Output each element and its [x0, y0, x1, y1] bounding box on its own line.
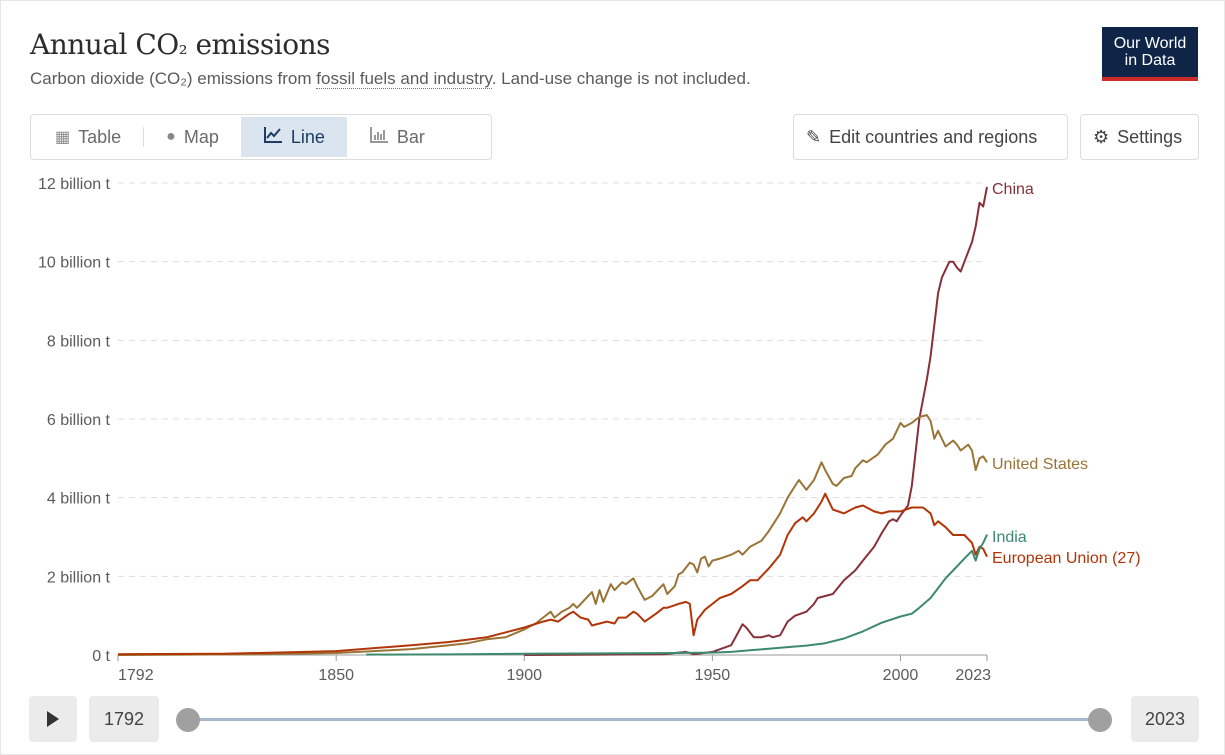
y-tick-label: 12 billion t: [38, 176, 111, 193]
pencil-icon: ✎: [806, 126, 822, 147]
fossil-fuels-link[interactable]: fossil fuels and industry: [316, 69, 492, 89]
series-label: India: [992, 529, 1027, 546]
timeline-end-year[interactable]: 2023: [1131, 696, 1199, 742]
x-tick-label: 1900: [506, 667, 542, 684]
chart-title: Annual CO₂ emissions: [30, 28, 331, 61]
series-label: China: [992, 181, 1034, 198]
series-label: European Union (27): [992, 550, 1141, 567]
settings-button[interactable]: ⚙ Settings: [1080, 114, 1199, 160]
series-label: United States: [992, 456, 1088, 473]
y-tick-label: 2 billion t: [47, 569, 111, 586]
tab-bar[interactable]: Bar: [347, 117, 447, 157]
tab-map[interactable]: ● Map: [166, 126, 219, 147]
owid-logo[interactable]: Our World in Data: [1102, 27, 1198, 81]
y-tick-label: 0 t: [92, 648, 110, 665]
x-tick-label: 1792: [118, 667, 154, 684]
gear-icon: ⚙: [1093, 126, 1110, 147]
y-tick-label: 8 billion t: [47, 333, 111, 350]
play-button[interactable]: [29, 696, 77, 742]
chart-subtitle: Carbon dioxide (CO₂) emissions from foss…: [30, 69, 751, 89]
y-tick-label: 4 billion t: [47, 491, 111, 508]
timeline-track[interactable]: [187, 718, 1100, 721]
bar-chart-icon: [369, 126, 389, 149]
series-line-china: [524, 186, 988, 656]
line-chart-icon: [263, 126, 283, 149]
timeline-start-year[interactable]: 1792: [89, 696, 159, 742]
tab-line[interactable]: Line: [240, 117, 347, 157]
y-tick-label: 10 billion t: [38, 255, 111, 272]
x-tick-label: 2000: [883, 667, 919, 684]
globe-icon: ●: [166, 128, 176, 145]
series-line-european-union-27: [117, 492, 988, 656]
edit-countries-button[interactable]: ✎ Edit countries and regions: [793, 114, 1068, 160]
tab-table[interactable]: ▦ Table: [55, 126, 122, 147]
timeline-end-handle[interactable]: [1088, 708, 1112, 732]
x-tick-label: 1950: [695, 667, 731, 684]
timeline-start-handle[interactable]: [176, 708, 200, 732]
line-chart: 0 t 2 billion t 4 billion t 6 billion t 8 bi…: [38, 176, 1141, 684]
tab-divider: [143, 127, 145, 147]
table-icon: ▦: [55, 129, 71, 146]
y-tick-label: 6 billion t: [47, 412, 111, 429]
series-line-india: [366, 534, 988, 656]
play-icon: [47, 711, 59, 727]
x-tick-label: 2023: [955, 667, 991, 684]
x-tick-label: 1850: [318, 667, 354, 684]
series-line-united-states: [117, 414, 988, 656]
view-tabs: ▦ Table ● Map Line Bar: [30, 114, 492, 160]
